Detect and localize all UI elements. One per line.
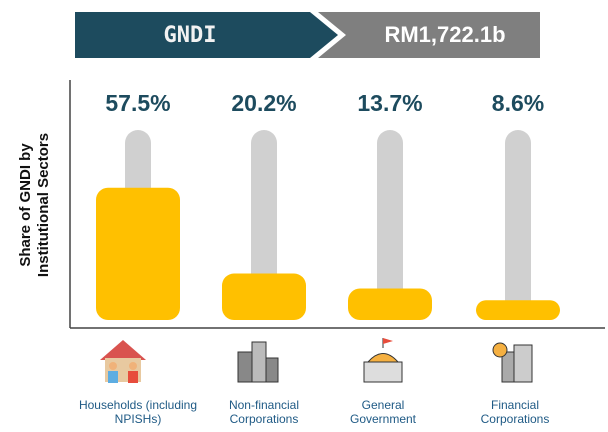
bar-track bbox=[251, 130, 277, 320]
bar bbox=[222, 273, 306, 320]
subtitle-banner bbox=[318, 12, 540, 58]
category-label: General Government bbox=[349, 398, 417, 426]
icon-financial bbox=[492, 342, 533, 383]
value-label: 20.2% bbox=[231, 90, 296, 116]
value-label: 8.6% bbox=[492, 90, 544, 116]
category-label: Households (including NPISHs) bbox=[78, 398, 198, 426]
chart-title: GNDI bbox=[164, 23, 217, 48]
bar-track bbox=[377, 130, 403, 320]
value-label: 13.7% bbox=[357, 90, 422, 116]
category-label: Non-financial Corporations bbox=[228, 398, 300, 426]
icon-government bbox=[363, 338, 403, 383]
icon-households bbox=[100, 340, 146, 383]
value-label: 57.5% bbox=[105, 90, 170, 116]
chart-subtitle: RM1,722.1b bbox=[384, 22, 505, 47]
title-banner bbox=[75, 12, 338, 58]
category-label: Financial Corporations bbox=[480, 398, 550, 426]
bar bbox=[476, 300, 560, 320]
bar bbox=[96, 187, 180, 320]
bar-track bbox=[505, 130, 531, 320]
y-label-line: Institutional Sectors bbox=[35, 133, 52, 277]
icon-non-financial bbox=[237, 341, 279, 383]
y-axis-label: Share of GNDI by Institutional Sectors bbox=[17, 133, 52, 277]
y-label-line: Share of GNDI by bbox=[17, 143, 34, 267]
bar bbox=[348, 288, 432, 320]
